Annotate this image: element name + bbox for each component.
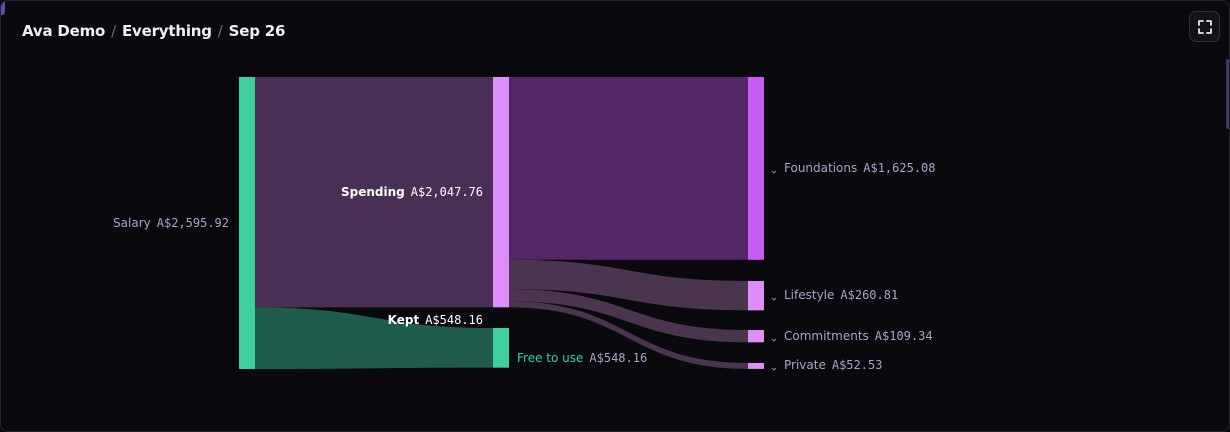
link-spending-foundations	[509, 77, 748, 260]
node-salary	[239, 77, 255, 369]
link-salary-free	[255, 307, 493, 369]
breadcrumb-item-date: Sep 26	[228, 22, 286, 40]
link-salary-spending	[255, 77, 493, 308]
link-spending-private	[509, 301, 748, 369]
label-commitments: Commitments A$109.34	[784, 329, 933, 343]
node-private	[748, 363, 764, 369]
link-spending-commitments	[509, 289, 748, 343]
node-commitments	[748, 330, 764, 343]
chevron-down-icon	[771, 170, 777, 174]
chevron-down-icon	[771, 297, 777, 301]
label-free-to-use: Free to use A$548.16	[517, 351, 647, 365]
corner-accent	[1, 1, 5, 15]
chevron-down-icon	[771, 338, 777, 342]
scrollbar-thumb[interactable]	[1226, 59, 1229, 129]
fullscreen-button[interactable]	[1189, 11, 1220, 42]
label-foundations: Foundations A$1,625.08	[784, 161, 936, 175]
chevron-down-icon	[771, 367, 777, 371]
link-spending-lifestyle	[509, 259, 748, 311]
breadcrumb: Ava Demo / Everything / Sep 26	[22, 22, 285, 40]
label-private: Private A$52.53	[784, 358, 882, 372]
node-spending	[493, 77, 509, 308]
fullscreen-icon	[1197, 19, 1212, 34]
node-free-to-use	[493, 328, 509, 368]
node-foundations	[748, 77, 764, 260]
breadcrumb-separator: /	[111, 22, 117, 40]
breadcrumb-item-account[interactable]: Ava Demo	[22, 22, 106, 40]
label-kept: Kept A$548.16	[388, 313, 483, 327]
label-lifestyle: Lifestyle A$260.81	[784, 288, 898, 302]
node-lifestyle	[748, 281, 764, 311]
breadcrumb-separator: /	[217, 22, 223, 40]
breadcrumb-item-category[interactable]: Everything	[122, 22, 212, 40]
label-salary: Salary A$2,595.92	[113, 216, 229, 230]
label-spending: Spending A$2,047.76	[341, 185, 483, 199]
